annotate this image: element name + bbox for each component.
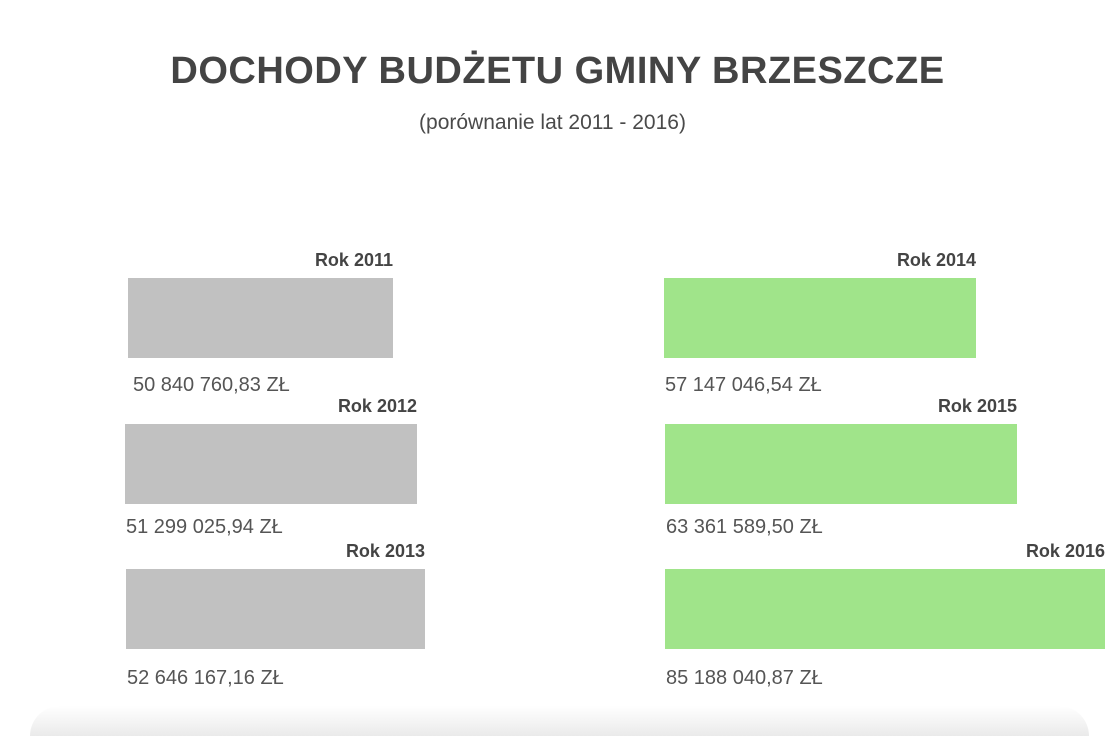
category-label: Rok 2013 <box>346 541 425 561</box>
value-label: 85 188 040,87 ZŁ <box>666 667 823 689</box>
bar-rok-2015 <box>665 424 1017 504</box>
value-label: 50 840 760,83 ZŁ <box>133 374 290 396</box>
category-label: Rok 2015 <box>938 396 1017 416</box>
bar-rok-2014 <box>664 278 976 358</box>
value-label: 57 147 046,54 ZŁ <box>665 374 822 396</box>
chart-title: DOCHODY BUDŻETU GMINY BRZESZCZE <box>170 50 945 92</box>
bar-rok-2013 <box>126 569 425 649</box>
category-label: Rok 2012 <box>338 396 417 416</box>
bar-rok-2012 <box>125 424 417 504</box>
bar-rok-2011 <box>128 278 393 358</box>
category-label: Rok 2016 <box>1026 541 1105 561</box>
bottom-shadow <box>30 706 1089 736</box>
bar-rok-2016 <box>665 569 1105 649</box>
category-label: Rok 2011 <box>315 250 393 270</box>
chart-subtitle: (porównanie lat 2011 - 2016) <box>419 111 686 134</box>
value-label: 51 299 025,94 ZŁ <box>126 516 283 538</box>
value-label: 63 361 589,50 ZŁ <box>666 516 823 538</box>
value-label: 52 646 167,16 ZŁ <box>127 667 284 689</box>
category-label: Rok 2014 <box>897 250 976 270</box>
